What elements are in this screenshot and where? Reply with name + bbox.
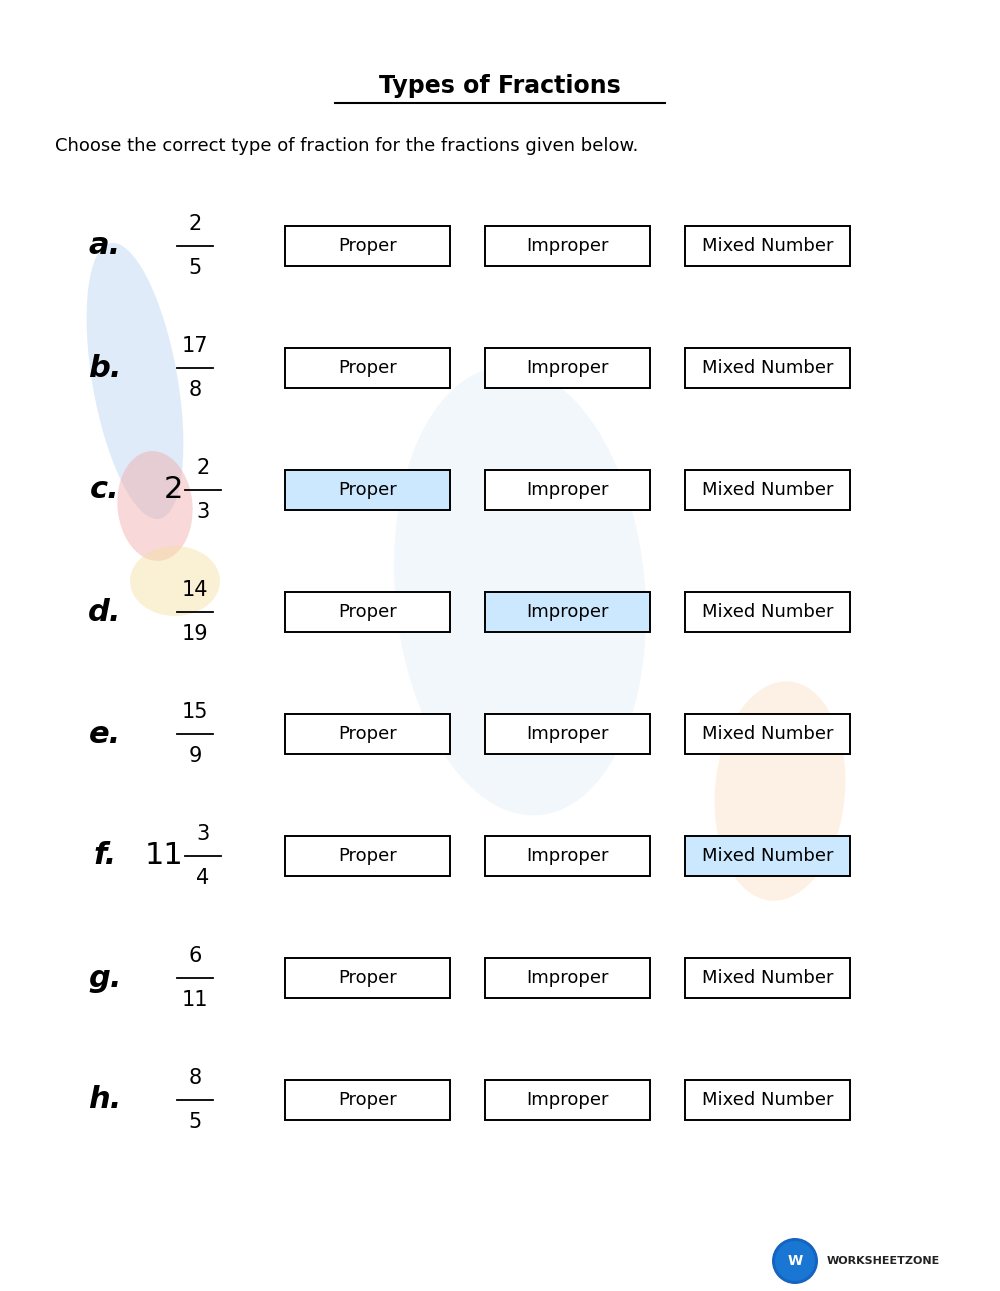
FancyBboxPatch shape xyxy=(285,349,450,389)
Ellipse shape xyxy=(715,682,845,901)
Text: b.: b. xyxy=(88,354,122,382)
Text: 8: 8 xyxy=(188,380,202,400)
FancyBboxPatch shape xyxy=(485,958,650,998)
Text: c.: c. xyxy=(90,475,120,505)
Text: Mixed Number: Mixed Number xyxy=(702,970,833,988)
Ellipse shape xyxy=(130,546,220,616)
Text: g.: g. xyxy=(88,963,122,993)
Ellipse shape xyxy=(87,243,183,519)
Ellipse shape xyxy=(117,451,193,560)
Text: 2: 2 xyxy=(164,475,183,505)
FancyBboxPatch shape xyxy=(685,958,850,998)
Text: Mixed Number: Mixed Number xyxy=(702,603,833,621)
Ellipse shape xyxy=(394,367,646,816)
FancyBboxPatch shape xyxy=(485,349,650,389)
Text: Improper: Improper xyxy=(526,847,609,865)
Text: 3: 3 xyxy=(196,824,210,844)
Text: Proper: Proper xyxy=(338,482,397,500)
FancyBboxPatch shape xyxy=(485,593,650,633)
FancyBboxPatch shape xyxy=(685,1081,850,1121)
Text: Mixed Number: Mixed Number xyxy=(702,726,833,744)
FancyBboxPatch shape xyxy=(485,226,650,266)
FancyBboxPatch shape xyxy=(285,593,450,633)
Text: 3: 3 xyxy=(196,502,210,522)
Circle shape xyxy=(775,1241,815,1281)
Text: 5: 5 xyxy=(188,258,202,278)
Text: d.: d. xyxy=(88,598,122,626)
FancyBboxPatch shape xyxy=(285,837,450,877)
FancyBboxPatch shape xyxy=(685,714,850,754)
Text: 15: 15 xyxy=(182,702,208,722)
Text: W: W xyxy=(787,1254,803,1268)
Text: Proper: Proper xyxy=(338,847,397,865)
Text: Mixed Number: Mixed Number xyxy=(702,847,833,865)
Text: Proper: Proper xyxy=(338,726,397,744)
Text: Mixed Number: Mixed Number xyxy=(702,359,833,377)
Text: 9: 9 xyxy=(188,746,202,766)
Text: h.: h. xyxy=(88,1086,122,1114)
Text: 17: 17 xyxy=(182,336,208,356)
FancyBboxPatch shape xyxy=(285,226,450,266)
Text: e.: e. xyxy=(89,719,121,749)
FancyBboxPatch shape xyxy=(685,837,850,877)
FancyBboxPatch shape xyxy=(485,470,650,510)
Text: Improper: Improper xyxy=(526,238,609,256)
Text: Proper: Proper xyxy=(338,359,397,377)
Text: 14: 14 xyxy=(182,580,208,600)
Text: 8: 8 xyxy=(188,1068,202,1088)
FancyBboxPatch shape xyxy=(485,1081,650,1121)
FancyBboxPatch shape xyxy=(685,593,850,633)
Text: Proper: Proper xyxy=(338,603,397,621)
Text: Improper: Improper xyxy=(526,603,609,621)
Text: Proper: Proper xyxy=(338,1091,397,1109)
Text: Proper: Proper xyxy=(338,238,397,256)
Text: Mixed Number: Mixed Number xyxy=(702,238,833,256)
Text: 4: 4 xyxy=(196,868,210,888)
Text: 6: 6 xyxy=(188,946,202,966)
Text: Types of Fractions: Types of Fractions xyxy=(379,74,621,98)
Text: 11: 11 xyxy=(182,990,208,1010)
FancyBboxPatch shape xyxy=(285,470,450,510)
FancyBboxPatch shape xyxy=(285,1081,450,1121)
Text: Choose the correct type of fraction for the fractions given below.: Choose the correct type of fraction for … xyxy=(55,137,638,155)
Text: 11: 11 xyxy=(144,842,183,870)
Text: Mixed Number: Mixed Number xyxy=(702,1091,833,1109)
Text: a.: a. xyxy=(89,231,121,261)
Text: Improper: Improper xyxy=(526,1091,609,1109)
Text: Improper: Improper xyxy=(526,726,609,744)
Text: 2: 2 xyxy=(188,214,202,234)
Text: 5: 5 xyxy=(188,1112,202,1132)
FancyBboxPatch shape xyxy=(485,837,650,877)
Text: 2: 2 xyxy=(196,458,210,478)
Text: WORKSHEETZONE: WORKSHEETZONE xyxy=(827,1256,940,1266)
Text: Improper: Improper xyxy=(526,970,609,988)
FancyBboxPatch shape xyxy=(685,226,850,266)
Text: Improper: Improper xyxy=(526,359,609,377)
Text: Improper: Improper xyxy=(526,482,609,500)
FancyBboxPatch shape xyxy=(685,349,850,389)
Circle shape xyxy=(772,1238,818,1285)
FancyBboxPatch shape xyxy=(685,470,850,510)
Text: Mixed Number: Mixed Number xyxy=(702,482,833,500)
FancyBboxPatch shape xyxy=(285,958,450,998)
FancyBboxPatch shape xyxy=(285,714,450,754)
Text: 19: 19 xyxy=(182,624,208,644)
Text: Proper: Proper xyxy=(338,970,397,988)
FancyBboxPatch shape xyxy=(485,714,650,754)
Text: f.: f. xyxy=(93,842,117,870)
